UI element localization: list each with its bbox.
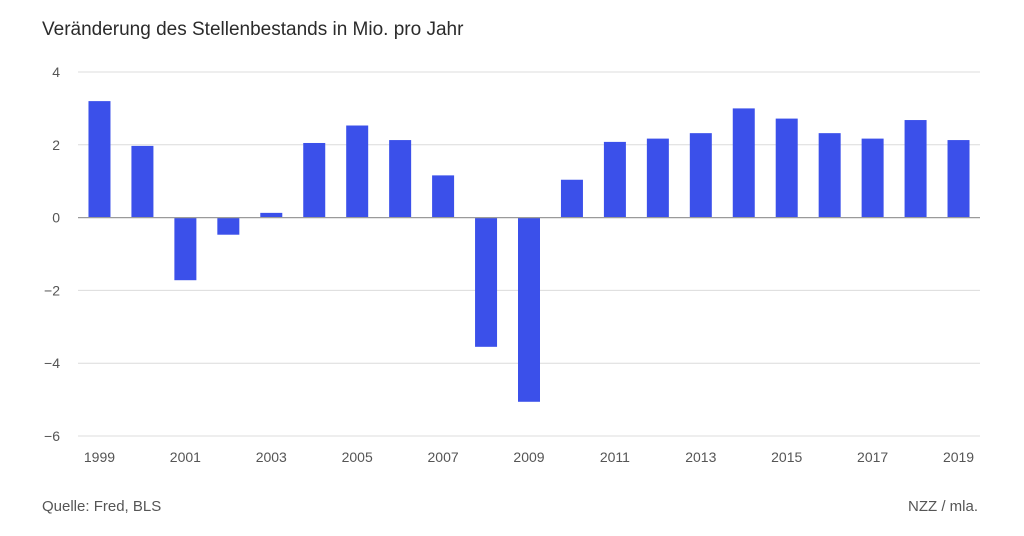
x-tick-label: 2003 xyxy=(256,449,287,465)
bar-2011 xyxy=(603,141,626,218)
x-tick-label: 2011 xyxy=(600,449,630,465)
x-axis-ticks: 1999 2001 2003 2005 2007 2009 2011 2013 2015 2017… xyxy=(84,449,974,465)
bars xyxy=(88,101,970,402)
bar-2000 xyxy=(131,145,154,218)
bar-2013 xyxy=(689,133,712,218)
x-tick-label: 2013 xyxy=(685,449,716,465)
y-tick-label: −2 xyxy=(44,282,60,298)
bar-2005 xyxy=(346,125,369,218)
bar-2012 xyxy=(646,138,669,218)
bar-2004 xyxy=(303,142,326,218)
bar-2009 xyxy=(518,217,540,402)
credit-note: NZZ / mla. xyxy=(908,498,978,515)
source-note: Quelle: Fred, BLS xyxy=(42,498,162,515)
y-tick-label: 0 xyxy=(52,210,60,226)
bar-1999 xyxy=(88,101,111,218)
bar-2016 xyxy=(818,133,841,218)
bar-2008 xyxy=(475,217,498,347)
bar-2001 xyxy=(174,217,197,281)
bar-2006 xyxy=(389,140,412,218)
y-tick-label: −6 xyxy=(44,428,60,444)
bar-2018 xyxy=(904,120,927,218)
x-tick-label: 2005 xyxy=(342,449,373,465)
bar-2019 xyxy=(947,140,970,218)
y-tick-label: −4 xyxy=(44,355,60,371)
y-axis-ticks: 4 2 0 −2 −4 −6 xyxy=(44,64,60,444)
y-tick-label: 2 xyxy=(52,137,60,153)
x-tick-label: 2007 xyxy=(428,449,459,465)
x-tick-label: 2017 xyxy=(857,449,888,465)
x-tick-label: 2009 xyxy=(513,449,544,465)
x-tick-label: 2001 xyxy=(170,449,201,465)
bar-2002 xyxy=(217,217,240,235)
bar-2014 xyxy=(732,108,755,218)
bar-2015 xyxy=(775,118,798,218)
chart-title: Veränderung des Stellenbestands in Mio. … xyxy=(42,19,464,40)
x-tick-label: 1999 xyxy=(84,449,115,465)
bar-2003 xyxy=(260,212,283,218)
x-tick-label: 2015 xyxy=(771,449,802,465)
bar-2007 xyxy=(432,175,455,218)
y-tick-label: 4 xyxy=(52,64,60,80)
bar-2017 xyxy=(861,138,884,218)
bar-2010 xyxy=(560,179,583,218)
x-tick-label: 2019 xyxy=(943,449,974,465)
